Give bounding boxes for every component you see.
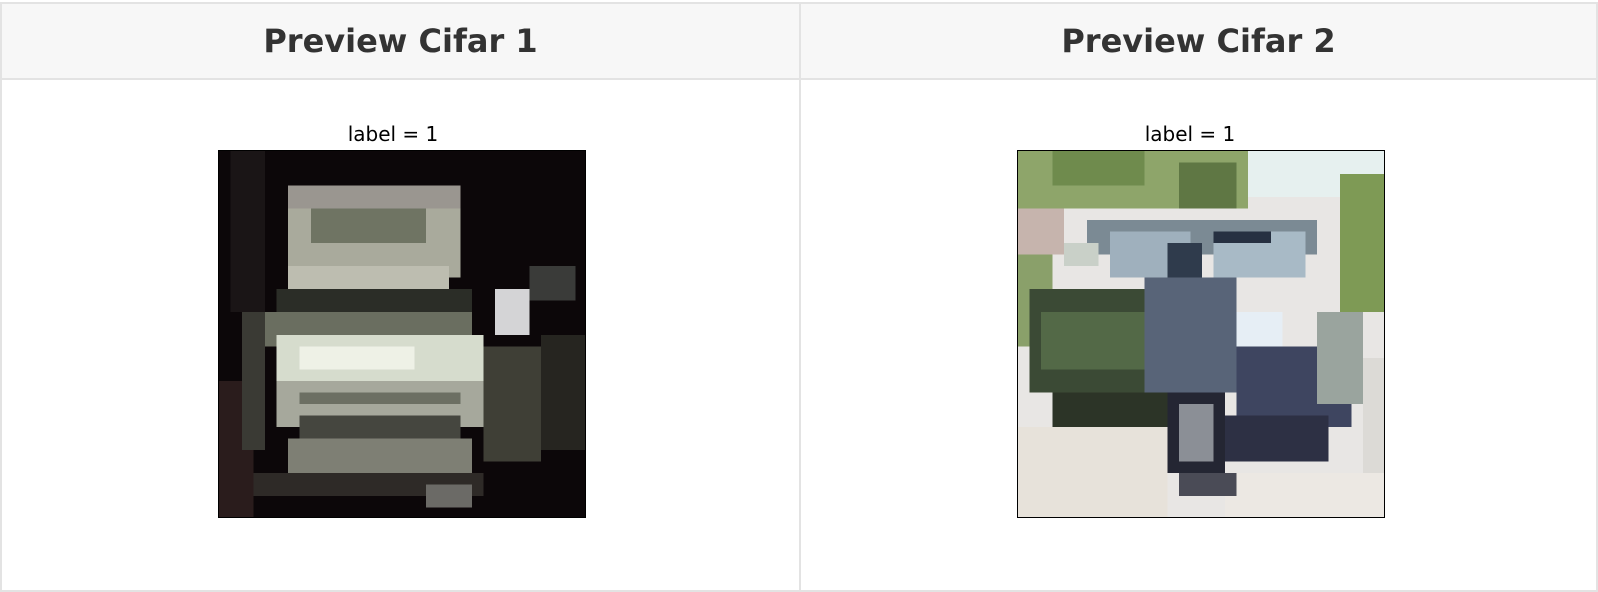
preview-column-1: Preview Cifar 1 label = 1: [2, 4, 799, 590]
preview-header-1: Preview Cifar 1: [2, 4, 799, 80]
preview-body-1: label = 1: [2, 80, 799, 588]
plot-title-2: label = 1: [1144, 122, 1236, 146]
preview-column-2: Preview Cifar 2 label = 1: [799, 4, 1596, 590]
preview-header-2: Preview Cifar 2: [801, 4, 1596, 80]
preview-body-2: label = 1: [801, 80, 1596, 588]
plot-title-1: label = 1: [347, 122, 439, 146]
cifar-image-2: [1017, 150, 1385, 518]
cifar-image-1: [218, 150, 586, 518]
